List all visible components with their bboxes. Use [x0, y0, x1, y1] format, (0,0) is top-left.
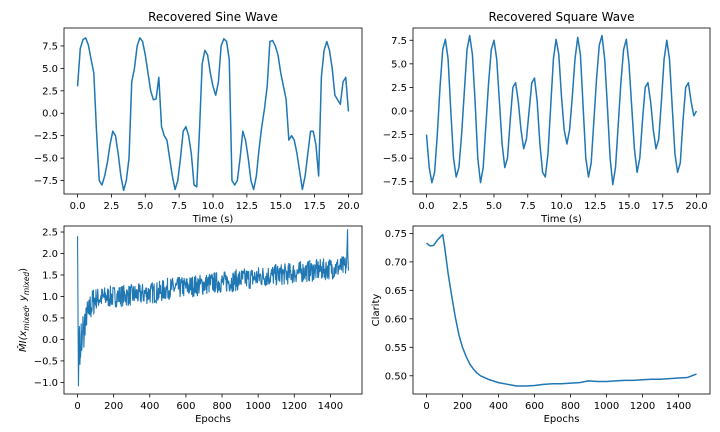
- square-xtick-label: 12.5: [584, 201, 606, 212]
- clarity-xtick-label: 600: [525, 401, 544, 412]
- sine-xtick-label: 5.0: [137, 201, 153, 212]
- mi-xtick-label: 800: [212, 401, 231, 412]
- clarity-panel: 0 200 400 600 800 1000 1200 1400 0.50 0.55 0.60 0.6…: [371, 225, 711, 425]
- square-xtick-label: 7.5: [520, 201, 536, 212]
- sine-xtick-label: 0.0: [70, 201, 86, 212]
- clarity-ytick-label: 0.50: [385, 371, 407, 382]
- clarity-ylabel: Clarity: [371, 294, 382, 327]
- square-xtick-label: 17.5: [652, 201, 674, 212]
- clarity-xtick-label: 200: [453, 401, 472, 412]
- square-title: Recovered Square Wave: [488, 10, 634, 24]
- square-ytick-label: −7.5: [383, 177, 407, 188]
- clarity-xtick-label: 1000: [594, 401, 619, 412]
- square-xlabel: Time (s): [540, 214, 582, 225]
- sine-xtick-label: 17.5: [303, 201, 325, 212]
- clarity-ytick-label: 0.75: [385, 229, 407, 240]
- square-wave-panel: 0.0 2.5 5.0 7.5 10.0 12.5 15.0 17.5 20.0 −7.5 −5.0…: [383, 10, 711, 225]
- mi-xtick-label: 200: [104, 401, 123, 412]
- mi-ytick-label: 0.5: [42, 313, 58, 324]
- mi-xtick-label: 400: [140, 401, 159, 412]
- square-ytick-label: 5.0: [391, 59, 407, 70]
- square-xtick-label: 10.0: [550, 201, 572, 212]
- sine-xlabel: Time (s): [192, 214, 234, 225]
- clarity-xtick-label: 1400: [666, 401, 691, 412]
- clarity-ytick-label: 0.65: [385, 286, 407, 297]
- square-xtick-label: 0.0: [419, 201, 435, 212]
- mi-ytick-label: −0.5: [34, 356, 58, 367]
- square-ytick-label: 0.0: [391, 107, 407, 118]
- sine-wave-panel: 0.0 2.5 5.0 7.5 10.0 12.5 15.0 17.5 20.0 −7.5 −5.0…: [34, 10, 363, 225]
- sine-ytick-label: −2.5: [34, 131, 58, 142]
- clarity-xtick-label: 400: [489, 401, 508, 412]
- clarity-ytick-label: 0.70: [385, 257, 407, 268]
- mi-xtick-label: 1200: [282, 401, 307, 412]
- mi-xtick-label: 1000: [245, 401, 270, 412]
- square-xtick-label: 20.0: [685, 201, 707, 212]
- sine-ytick-label: −7.5: [34, 176, 58, 187]
- mi-ylabel-part: mixed: [22, 272, 31, 295]
- mutual-information-panel: 0 200 400 600 800 1000 1200 1400 −1.0 −0.5 0.0 0.5 1…: [16, 225, 363, 425]
- sine-title: Recovered Sine Wave: [148, 10, 278, 24]
- square-xtick-label: 5.0: [486, 201, 502, 212]
- clarity-xlabel: Epochs: [544, 414, 580, 425]
- mi-axes-frame: [63, 225, 363, 395]
- clarity-ytick-label: 0.60: [385, 314, 407, 325]
- sine-ytick-label: −5.0: [34, 154, 58, 165]
- square-ytick-label: −2.5: [383, 130, 407, 141]
- clarity-xtick-label: 0: [423, 401, 429, 412]
- mi-ylabel-part: , y: [18, 294, 29, 307]
- sine-series-line: [76, 37, 350, 192]
- mi-xlabel: Epochs: [195, 414, 231, 425]
- square-xtick-label: 2.5: [452, 201, 468, 212]
- mi-ytick-label: −1.0: [34, 378, 58, 389]
- mi-ylabel: M̂I(xmixed, ymixed): [16, 268, 31, 352]
- square-ytick-label: −5.0: [383, 154, 407, 165]
- mi-xtick-label: 0: [74, 401, 80, 412]
- square-series-line: [425, 34, 698, 186]
- mi-xtick-label: 1400: [318, 401, 343, 412]
- sine-xtick-label: 12.5: [236, 201, 258, 212]
- sine-ytick-label: 5.0: [42, 64, 58, 75]
- clarity-xtick-label: 1200: [630, 401, 655, 412]
- mi-ytick-label: 2.0: [42, 249, 58, 260]
- clarity-ytick-label: 0.55: [385, 343, 407, 354]
- clarity-axes-frame: [412, 225, 711, 395]
- clarity-series-line: [426, 233, 697, 387]
- sine-ytick-label: 0.0: [42, 109, 58, 120]
- sine-xtick-label: 7.5: [171, 201, 187, 212]
- sine-ytick-label: 7.5: [42, 41, 58, 52]
- clarity-xtick-label: 800: [561, 401, 580, 412]
- mi-ylabel-part: ): [18, 268, 29, 272]
- mi-ytick-label: 1.5: [42, 270, 58, 281]
- square-ytick-label: 7.5: [391, 36, 407, 47]
- square-ytick-label: 2.5: [391, 83, 407, 94]
- mi-ytick-label: 0.0: [42, 335, 58, 346]
- sine-xtick-label: 15.0: [270, 201, 292, 212]
- mi-ytick-label: 1.0: [42, 292, 58, 303]
- sine-xtick-label: 2.5: [103, 201, 119, 212]
- mi-xtick-label: 600: [176, 401, 195, 412]
- mi-ytick-label: 2.5: [42, 228, 58, 239]
- square-xtick-label: 15.0: [618, 201, 640, 212]
- mi-ylabel-part: M̂I(x: [16, 331, 29, 352]
- sine-ytick-label: 2.5: [42, 86, 58, 97]
- mi-series-line: [77, 229, 349, 387]
- sine-xtick-label: 10.0: [202, 201, 224, 212]
- sine-xtick-label: 20.0: [337, 201, 359, 212]
- mi-ylabel-part: mixed: [22, 307, 31, 330]
